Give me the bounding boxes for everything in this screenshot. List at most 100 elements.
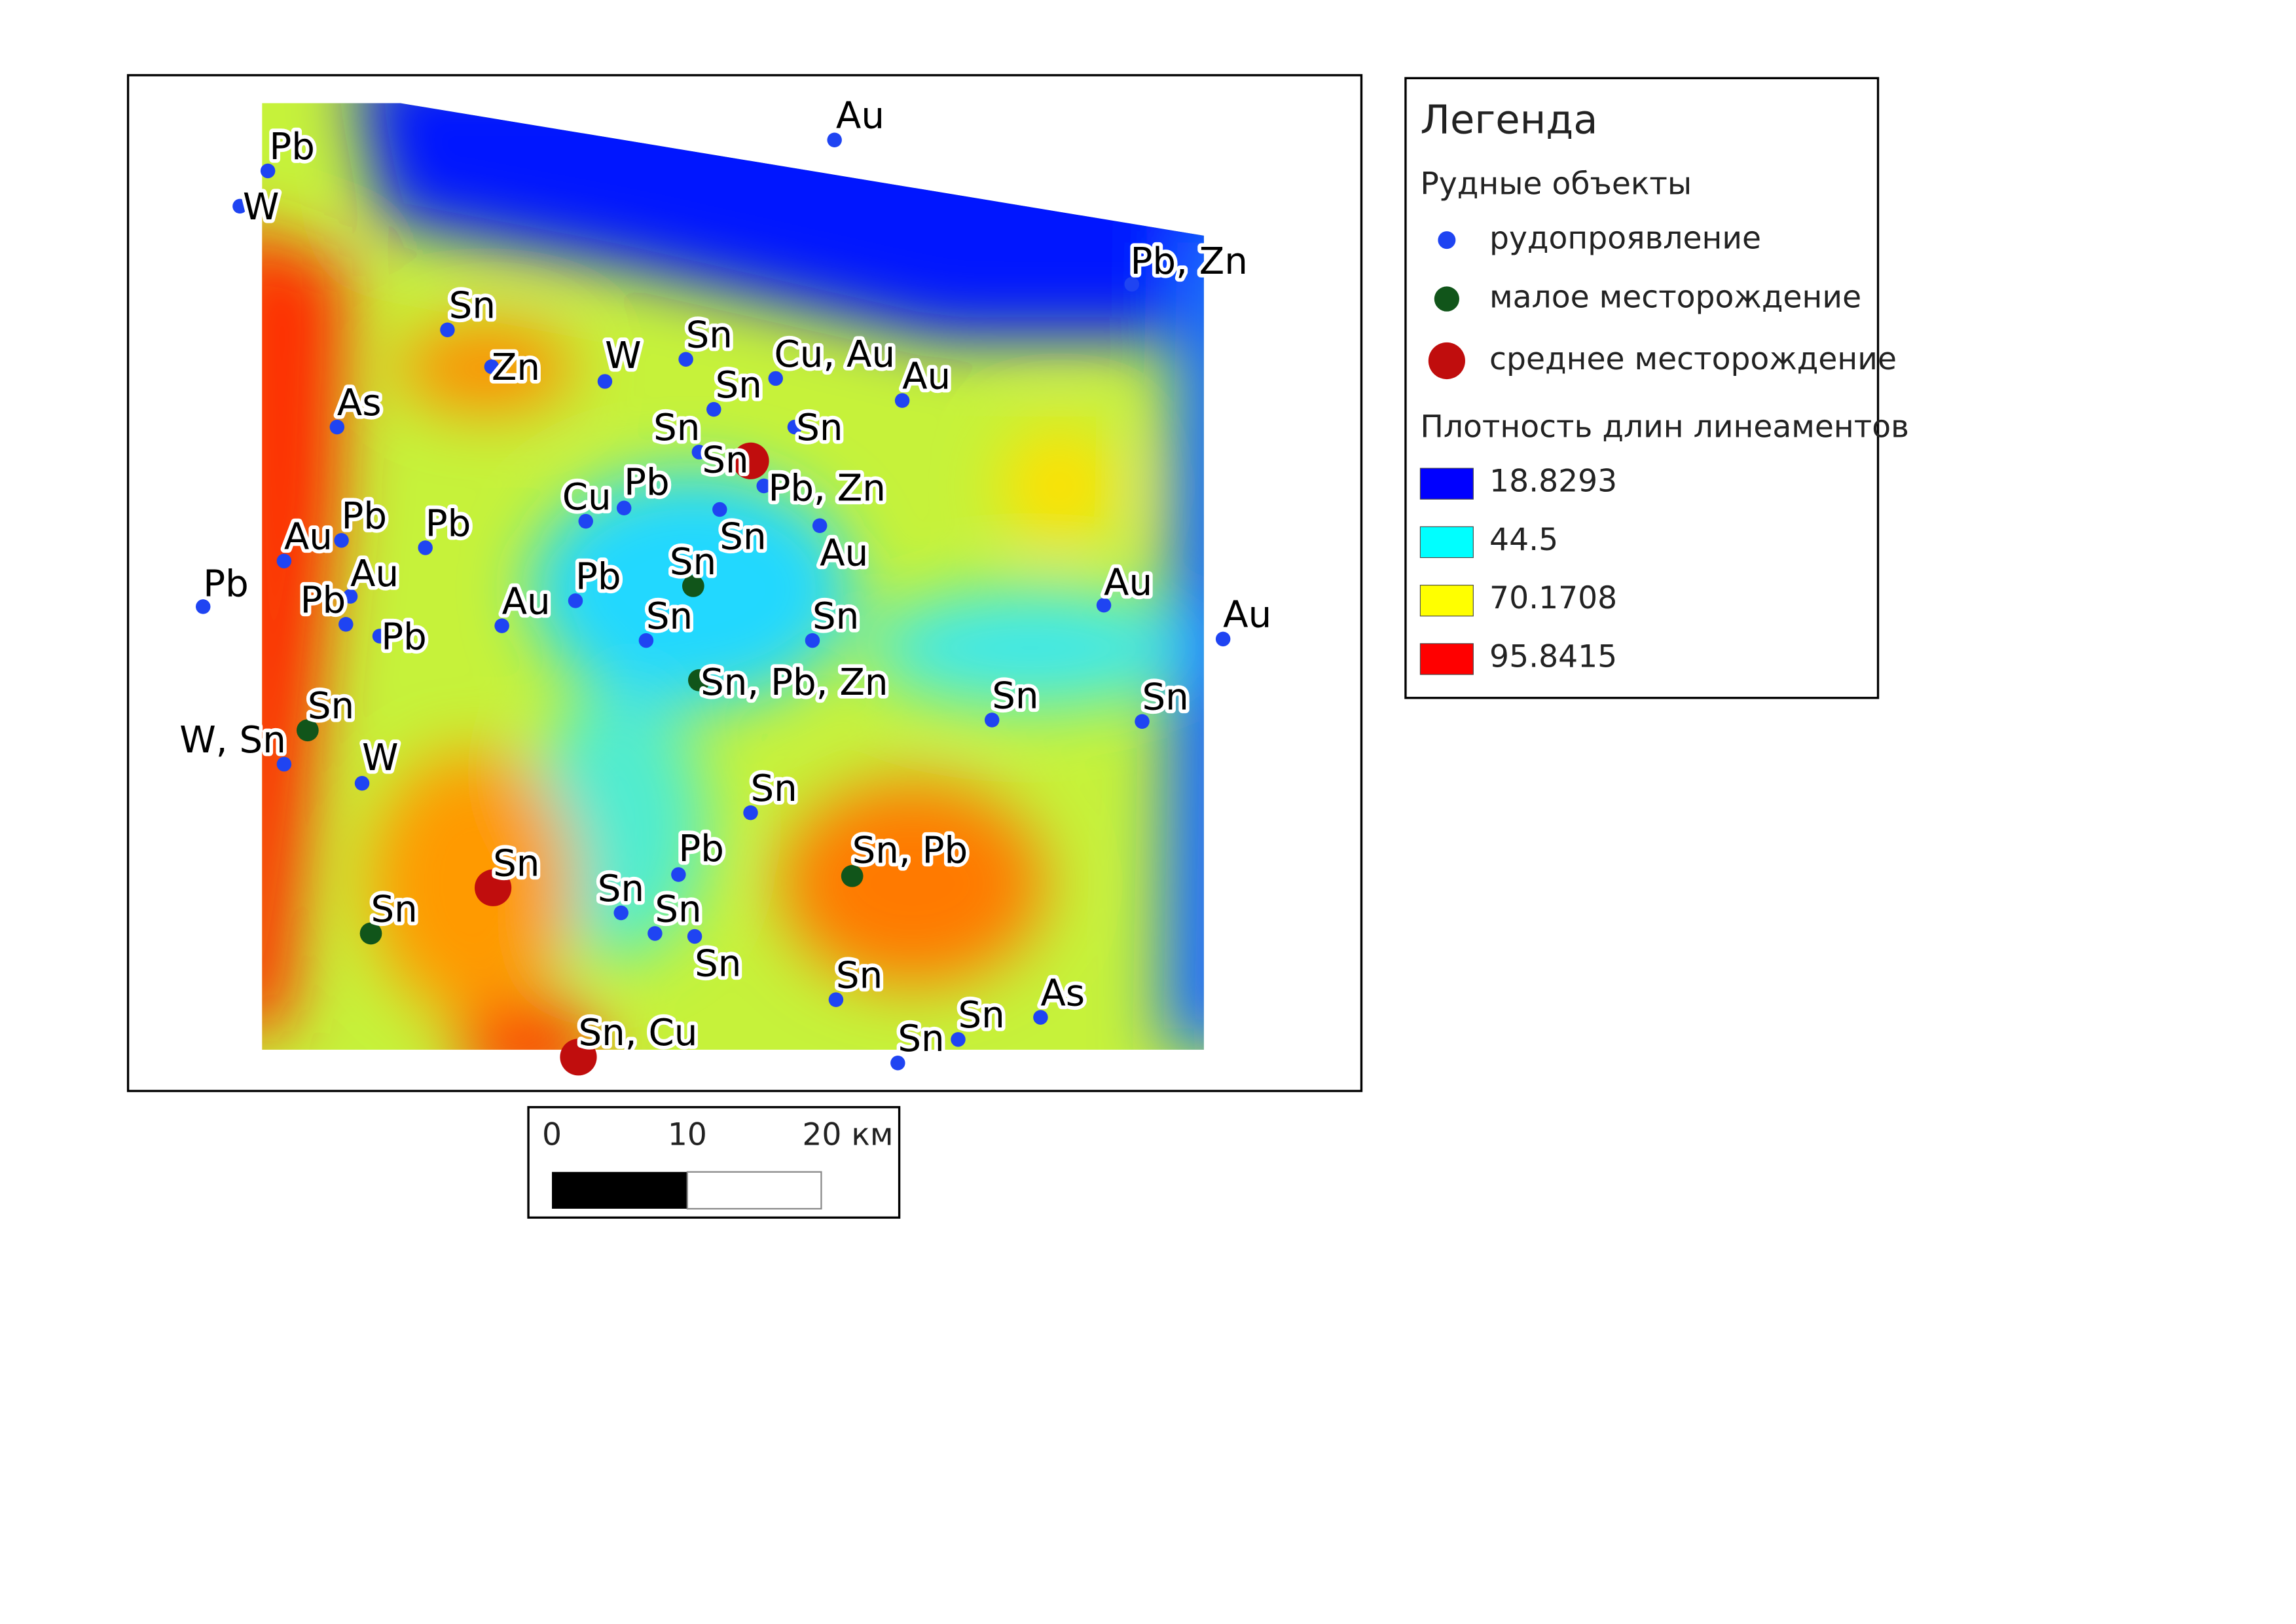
deposit-point xyxy=(638,633,654,648)
legend-title: Легенда xyxy=(1420,97,1597,143)
deposit-label: Cu xyxy=(562,476,611,519)
deposit-point xyxy=(475,869,512,906)
legend-symbol xyxy=(1434,286,1459,312)
deposit-label: Sn xyxy=(1142,676,1189,719)
deposit-point xyxy=(1096,597,1112,613)
deposit-label: Au xyxy=(1223,594,1271,637)
deposit-point xyxy=(984,712,1000,728)
deposit-point xyxy=(560,1039,597,1076)
deposit-point xyxy=(951,1032,966,1047)
deposit-label: Sn xyxy=(812,595,859,638)
deposit-label: Sn xyxy=(371,888,418,931)
deposit-label: Pb xyxy=(301,579,346,621)
legend-label: 70.1708 xyxy=(1489,580,1617,616)
deposit-label: Sn xyxy=(958,994,1004,1037)
scale-bar-label: 20 км xyxy=(802,1117,893,1153)
deposit-label: As xyxy=(1040,972,1085,1015)
deposit-label: Au xyxy=(1104,561,1152,604)
deposit-label: Sn xyxy=(646,595,693,638)
deposit-label: Sn xyxy=(836,955,883,997)
deposit-point xyxy=(494,618,509,633)
deposit-label: Sn xyxy=(655,888,701,931)
deposit-label: W xyxy=(362,737,399,779)
deposit-label: Au xyxy=(836,95,884,138)
deposit-point xyxy=(195,599,211,614)
deposit-point xyxy=(706,401,721,417)
deposit-point xyxy=(671,867,686,882)
deposit-point xyxy=(418,540,433,555)
deposit-label: Sn xyxy=(898,1018,944,1060)
legend-label: 44.5 xyxy=(1489,522,1558,558)
deposit-point xyxy=(1124,276,1140,292)
deposit-point xyxy=(812,518,828,533)
deposit-label: Au xyxy=(820,532,868,574)
deposit-point xyxy=(232,198,247,214)
deposit-point xyxy=(805,633,820,648)
deposit-label: Pb xyxy=(342,495,388,538)
legend-swatch xyxy=(1419,585,1474,617)
deposit-label: W xyxy=(605,335,642,377)
legend-label: среднее месторождение xyxy=(1489,341,1897,377)
legend-label: 95.8415 xyxy=(1489,638,1617,674)
deposit-point xyxy=(827,132,842,147)
deposit-point xyxy=(613,905,629,921)
legend-heading: Плотность длин линеаментов xyxy=(1420,409,1909,445)
deposit-point xyxy=(787,419,803,435)
deposit-point xyxy=(568,593,583,608)
deposit-label: Pb, Zn xyxy=(1131,240,1248,283)
deposit-point xyxy=(768,371,783,386)
deposit-point xyxy=(756,478,771,494)
deposit-point xyxy=(359,922,382,945)
deposit-point xyxy=(597,374,613,389)
deposit-label: Pb xyxy=(203,563,249,606)
deposit-point xyxy=(276,756,292,772)
deposit-label: Au xyxy=(902,356,951,398)
legend-symbol xyxy=(1438,231,1456,249)
deposit-label: Sn, Cu xyxy=(578,1012,697,1054)
deposit-label: Pb xyxy=(269,126,315,168)
deposit-label: Sn xyxy=(493,843,539,885)
deposit-label: Pb, Zn xyxy=(768,467,885,509)
deposit-point xyxy=(743,805,758,821)
deposit-point xyxy=(691,445,707,460)
deposit-point xyxy=(484,359,500,375)
scale-bar-segment xyxy=(552,1172,687,1209)
deposit-point xyxy=(334,532,349,548)
deposit-label: Sn xyxy=(308,685,354,728)
deposit-point xyxy=(296,719,319,742)
deposit-point xyxy=(687,669,710,692)
deposit-point xyxy=(647,926,663,941)
deposit-label: Sn, Pb xyxy=(852,829,968,872)
deposit-point xyxy=(342,589,358,604)
legend-label: рудопроявление xyxy=(1489,221,1761,257)
deposit-label: Pb xyxy=(624,461,670,504)
deposit-label: Sn xyxy=(720,516,766,559)
deposit-point xyxy=(329,419,345,435)
deposit-point xyxy=(890,1056,905,1071)
legend-swatch xyxy=(1419,643,1474,675)
density-raster xyxy=(262,103,1204,1050)
legend-symbol xyxy=(1428,342,1465,380)
deposit-label: W, Sn xyxy=(179,719,286,762)
deposit-label: Pb xyxy=(678,828,724,870)
deposit-point xyxy=(687,929,702,944)
deposit-point xyxy=(841,864,864,887)
scale-bar-label: 0 xyxy=(542,1117,562,1153)
deposit-label: Cu, Au xyxy=(774,333,895,376)
deposit-point xyxy=(678,352,693,367)
deposit-label: Pb xyxy=(575,555,621,598)
deposit-point xyxy=(712,502,727,517)
deposit-label: Sn xyxy=(449,285,496,327)
deposit-label: Sn xyxy=(653,407,700,449)
deposit-point xyxy=(440,322,455,337)
deposit-label: Sn xyxy=(670,541,716,583)
deposit-point xyxy=(578,513,593,529)
deposit-label: Sn xyxy=(992,674,1038,717)
deposit-label: Sn xyxy=(702,439,748,482)
deposit-point xyxy=(1135,714,1150,729)
scale-bar-segment xyxy=(686,1171,822,1209)
deposit-label: Au xyxy=(350,553,399,595)
deposit-label: Sn xyxy=(686,314,733,357)
deposit-label: Sn xyxy=(598,868,644,910)
legend-heading: Рудные объекты xyxy=(1420,166,1692,202)
